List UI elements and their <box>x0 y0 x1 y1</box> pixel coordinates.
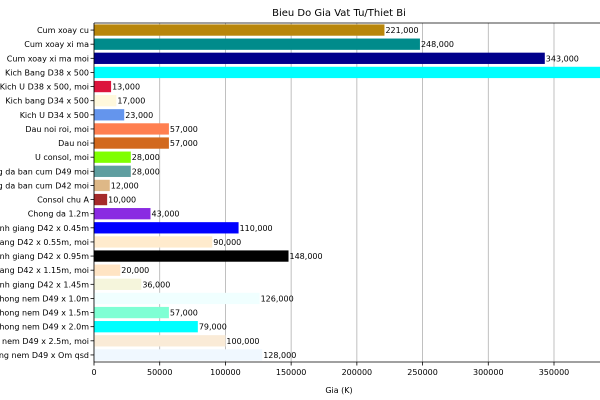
y-tick-label: Chong nem D49 x 2.0m <box>0 323 89 332</box>
y-tick-label: Thanh giang D42 x 0.55m, moi <box>0 238 89 247</box>
bar-value-label: 148,000 <box>290 252 323 261</box>
bar-value-label: 57,000 <box>170 125 198 134</box>
bar-value-label: 20,000 <box>121 266 149 275</box>
bar-value-label: 28,000 <box>132 153 160 162</box>
y-tick-label: Cum xoay cu <box>37 26 89 35</box>
y-tick-label: Chong nem D49 x Om qsd <box>0 351 89 360</box>
x-tick-label: 100000 <box>210 368 241 377</box>
bar <box>94 52 545 64</box>
plot-area: 0 50000 100000 150000 200000 250000 300000 3500… <box>0 22 600 377</box>
x-tick-label: 150000 <box>276 368 307 377</box>
bar-value-label: 100,000 <box>226 337 259 346</box>
bar <box>94 80 112 93</box>
y-tick-label: Kich bang D34 x 500 <box>5 97 89 106</box>
x-tick-label: 300000 <box>473 368 504 377</box>
bar <box>94 264 121 276</box>
bar <box>94 193 108 206</box>
bar <box>94 66 600 79</box>
y-tick-label: Cum xoay xi ma moi <box>7 54 89 63</box>
bar-value-label: 12,000 <box>111 181 139 190</box>
bar <box>94 321 198 333</box>
y-tick-label: Chong nem D49 x 1.5m <box>0 309 89 318</box>
bar-value-label: 57,000 <box>170 139 198 148</box>
x-axis-label: Gia (K) <box>325 386 352 395</box>
bar-value-label: 128,000 <box>263 351 296 360</box>
x-tick-label: 50000 <box>147 368 172 377</box>
bar <box>94 123 169 135</box>
bar-value-label: 10,000 <box>108 196 136 205</box>
y-tick-label: Thanh giang D42 x 0.95m <box>0 252 89 261</box>
bar-value-label: 221,000 <box>385 26 418 35</box>
y-tick-label: Chong nem D49 x 1.0m <box>0 294 89 303</box>
bar-value-label: 36,000 <box>142 280 170 289</box>
bar-value-label: 110,000 <box>240 224 273 233</box>
y-tick-label: Chong da ban cum D42 moi <box>0 181 89 190</box>
y-tick-label: Consol chu A <box>37 196 89 205</box>
bar <box>94 250 289 262</box>
bar-value-label: 28,000 <box>132 167 160 176</box>
bar-value-label: 126,000 <box>261 294 294 303</box>
x-tick-label: 350000 <box>539 368 570 377</box>
bar <box>94 165 131 177</box>
bar <box>94 306 169 319</box>
chart-title: Bieu Do Gia Vat Tu/Thiet Bi <box>272 8 406 19</box>
bar-value-label: 343,000 <box>546 54 579 63</box>
y-tick-label: Thanh giang D42 x 1.15m, moi <box>0 266 89 275</box>
bar <box>94 137 169 149</box>
x-tick-label: 0 <box>91 368 96 377</box>
bar <box>94 349 263 361</box>
y-tick-label: Kich Bang D38 x 500 <box>5 68 89 77</box>
y-tick-label: U consol, moi <box>35 153 89 162</box>
bar-value-label: 23,000 <box>125 111 153 120</box>
bar-value-label: 57,000 <box>170 309 198 318</box>
y-tick-label: Dau noi <box>58 139 89 148</box>
bar-value-label: 17,000 <box>117 97 145 106</box>
bar <box>94 278 142 290</box>
bar <box>94 151 131 163</box>
bar-value-label: 43,000 <box>152 210 180 219</box>
x-tick-label: 250000 <box>407 368 438 377</box>
y-tick-label: Dau noi roi, moi <box>25 125 89 134</box>
bar <box>94 292 260 305</box>
x-tick-label: 200000 <box>342 368 373 377</box>
bar <box>94 38 420 50</box>
y-tick-label: Cum xoay xi ma <box>24 40 89 49</box>
bar-value-label: 248,000 <box>421 40 454 49</box>
bar-value-label: 79,000 <box>199 323 227 332</box>
bar-value-label: 13,000 <box>112 83 140 92</box>
y-tick-label: Chong da 1.2m <box>28 210 89 219</box>
bar <box>94 335 226 347</box>
bar <box>94 24 385 36</box>
y-tick-label: Chong nem D49 x 2.5m, moi <box>0 337 89 346</box>
bar-value-label: 90,000 <box>213 238 241 247</box>
bar <box>94 222 239 234</box>
y-tick-label: Thanh giang D42 x 1.45m <box>0 280 89 289</box>
bar <box>94 236 213 248</box>
y-tick-label: Kich U D34 x 500 <box>20 111 89 120</box>
bar <box>94 208 151 220</box>
y-tick-label: Chong da ban cum D49 moi <box>0 167 89 176</box>
bar <box>94 109 125 121</box>
bar <box>94 95 117 107</box>
bar <box>94 179 110 192</box>
y-tick-label: Kich U D38 x 500, moi <box>0 83 89 92</box>
y-tick-label: Thanh giang D42 x 0.45m <box>0 224 89 233</box>
